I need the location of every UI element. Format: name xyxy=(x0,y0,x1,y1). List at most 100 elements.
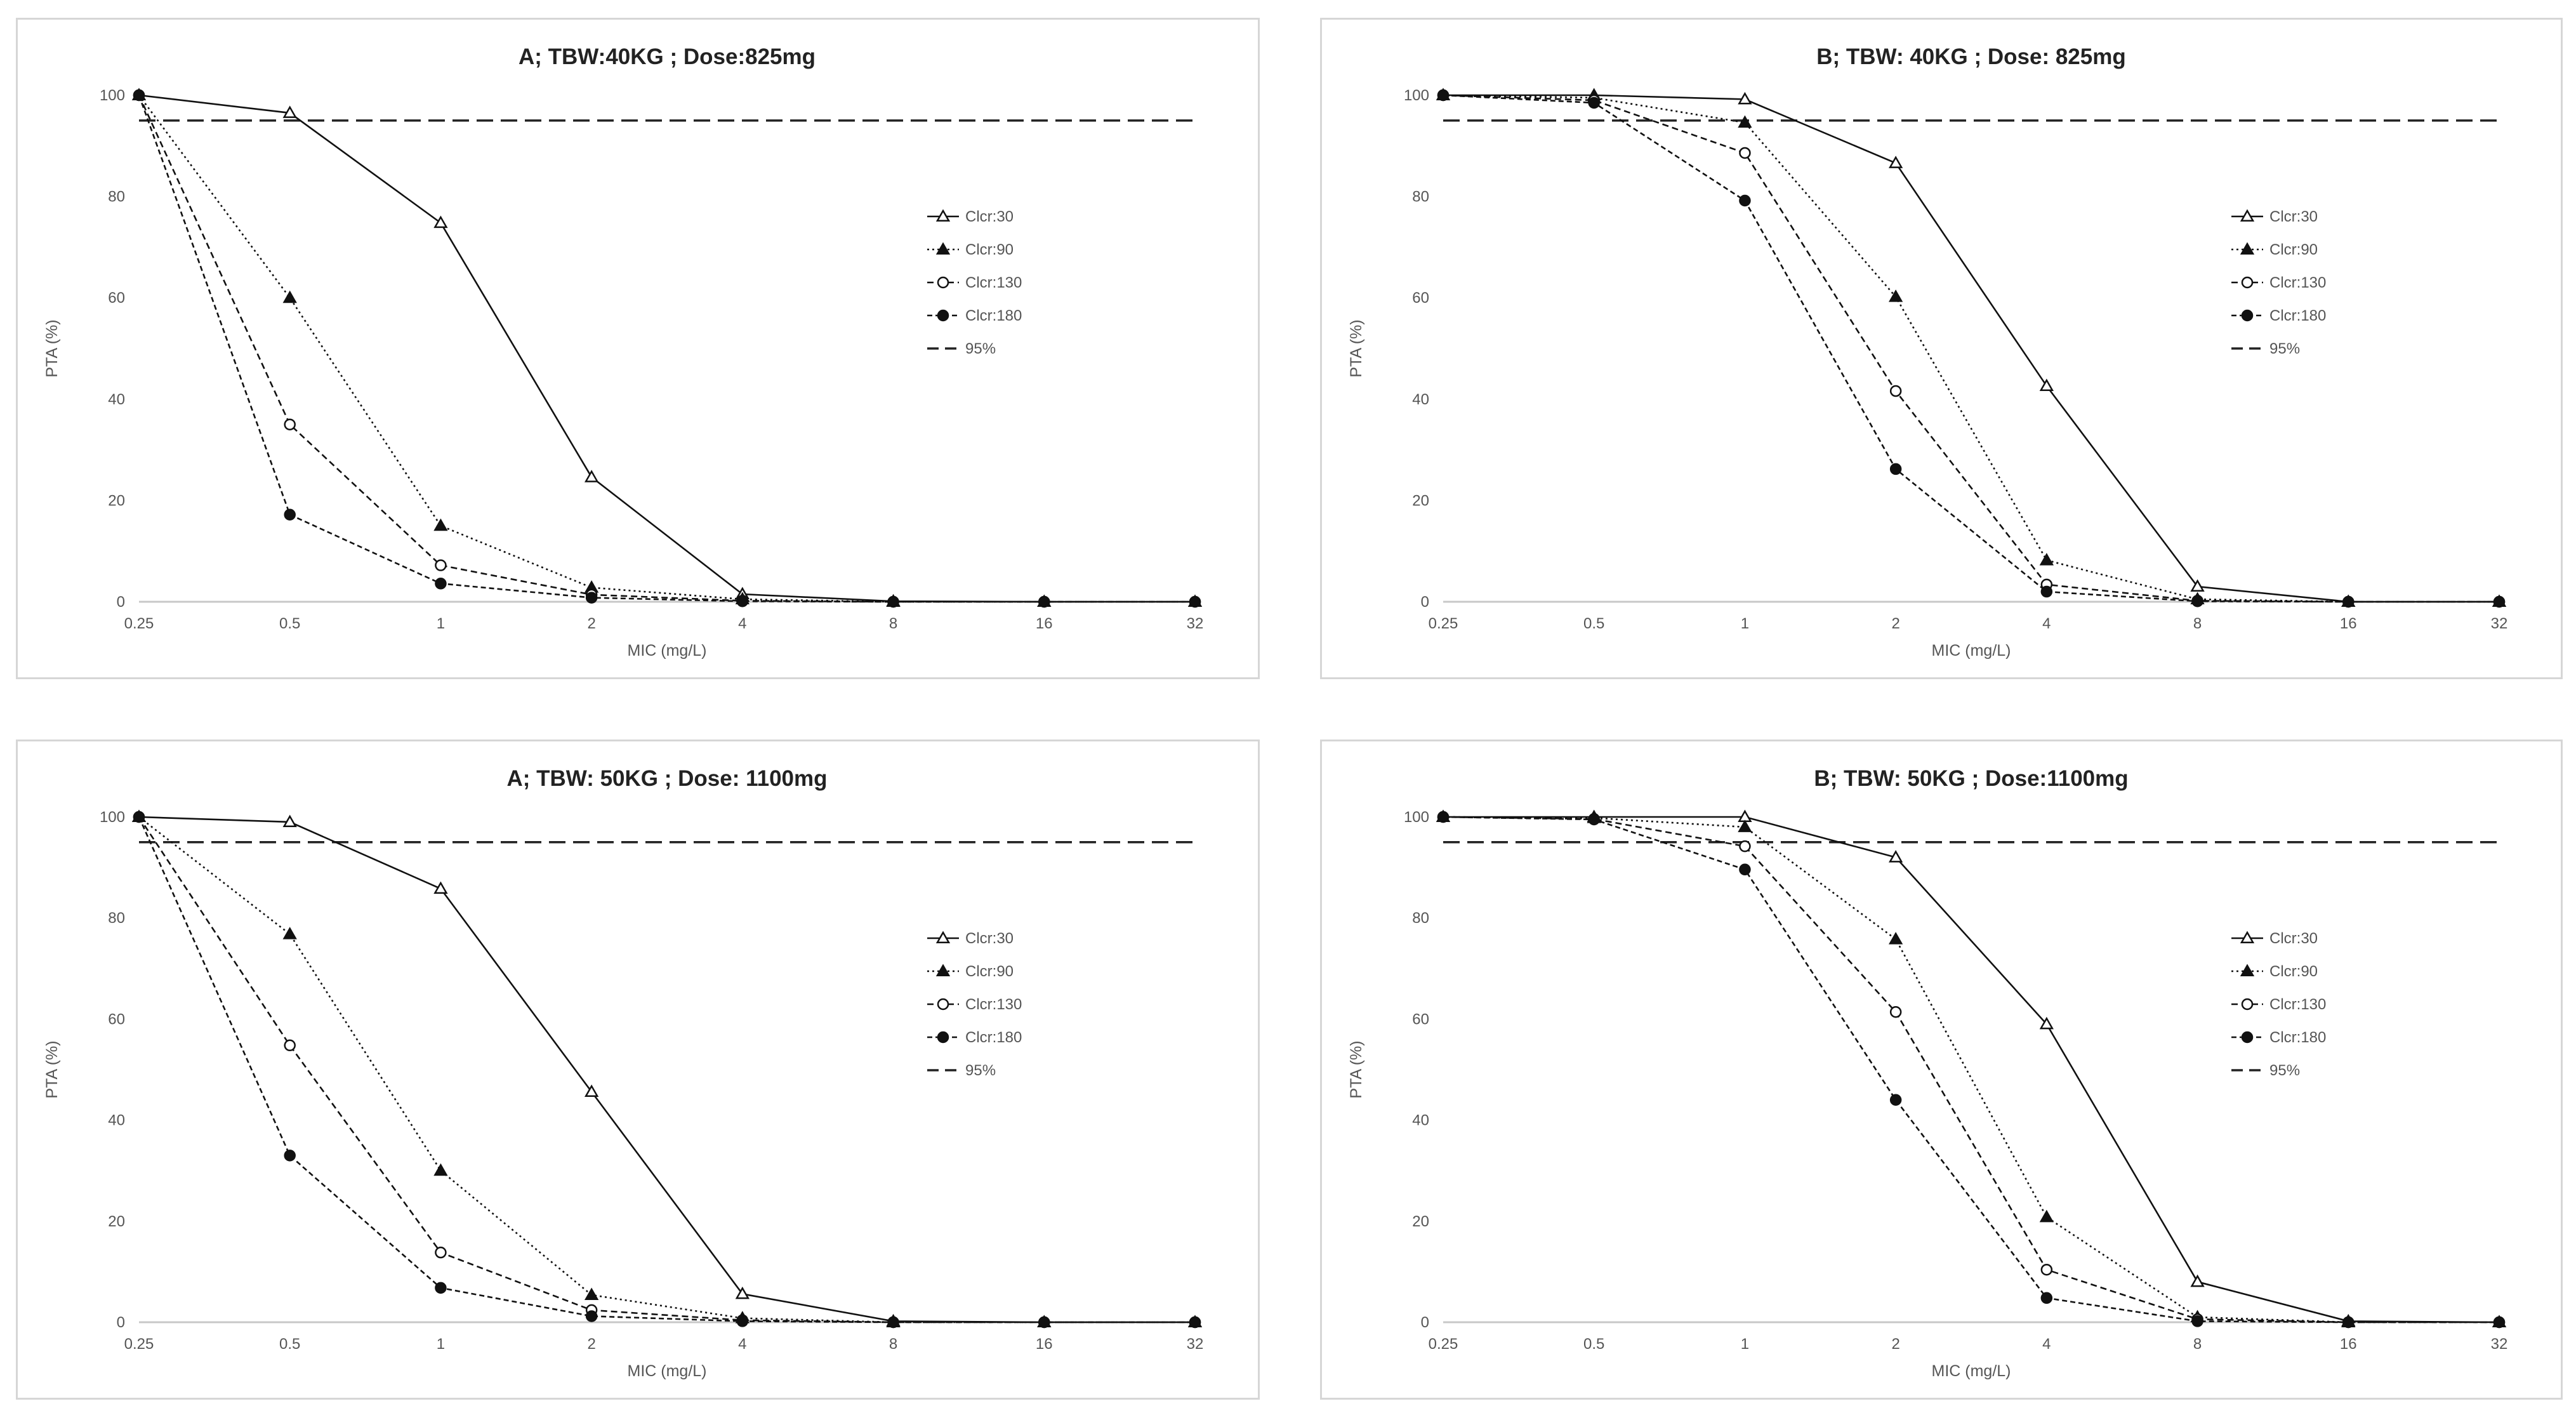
series-clcr-180 xyxy=(133,89,1201,608)
legend-label-clcr-130: Clcr:130 xyxy=(2269,996,2326,1013)
data-point-clcr-180 xyxy=(736,595,749,607)
y-tick-label: 60 xyxy=(108,1011,125,1028)
legend-marker-clcr-90 xyxy=(2240,964,2255,976)
legend-label-clcr-30: Clcr:30 xyxy=(965,208,1014,225)
y-tick-label: 80 xyxy=(1412,189,1429,206)
y-tick-label: 0 xyxy=(117,594,125,611)
data-point-clcr-30 xyxy=(2039,378,2054,392)
series-clcr-30 xyxy=(131,809,1203,1327)
chart-panel-b-50kg: B; TBW: 50KG ; Dose:1100mg 0 20 40 60 80 100 0.… xyxy=(1320,740,2563,1400)
data-point-clcr-30 xyxy=(282,814,297,827)
legend-marker-clcr-130 xyxy=(937,998,949,1011)
data-point-clcr-180 xyxy=(2493,1316,2506,1329)
data-point-clcr-130 xyxy=(435,1246,447,1259)
x-axis-title: MIC (mg/L) xyxy=(1932,642,2011,660)
x-tick-label: 8 xyxy=(889,1336,897,1353)
series-line-clcr-180 xyxy=(138,95,1195,603)
data-point-clcr-180 xyxy=(2040,1292,2053,1304)
legend-label-clcr-180: Clcr:180 xyxy=(965,1029,1022,1046)
data-point-clcr-90 xyxy=(433,518,448,531)
data-point-clcr-180 xyxy=(1889,463,1902,475)
x-tick-label: 16 xyxy=(2340,1336,2357,1353)
series-clcr-30 xyxy=(1436,809,2507,1327)
data-point-clcr-30 xyxy=(1738,91,1752,105)
legend-marker-clcr-180 xyxy=(2241,309,2254,322)
data-point-clcr-30 xyxy=(735,1286,750,1299)
legend-label-95: 95% xyxy=(2269,1062,2300,1079)
data-point-clcr-180 xyxy=(2342,1316,2355,1329)
x-tick-label: 4 xyxy=(738,1336,746,1353)
legend-label-clcr-90: Clcr:90 xyxy=(2269,241,2318,258)
legend-marker-clcr-90 xyxy=(935,964,951,976)
data-point-clcr-180 xyxy=(1889,1094,1902,1106)
x-tick-label: 0.25 xyxy=(124,1336,154,1353)
y-tick-label: 60 xyxy=(108,289,125,307)
legend-marker-clcr-180 xyxy=(937,309,949,322)
y-tick-label: 60 xyxy=(1412,289,1429,307)
data-point-clcr-180 xyxy=(2342,595,2355,608)
y-tick-label: 100 xyxy=(1404,809,1429,826)
legend-label-95: 95% xyxy=(2269,340,2300,357)
data-point-clcr-180 xyxy=(1038,1316,1050,1329)
legend-label-clcr-130: Clcr:130 xyxy=(2269,274,2326,291)
legend-label-clcr-130: Clcr:130 xyxy=(965,996,1022,1013)
data-point-clcr-130 xyxy=(284,1039,296,1052)
chart-svg: A; TBW:40KG ; Dose:825mg 0 20 40 60 80 100 0.25… xyxy=(43,44,1204,660)
legend-label-clcr-180: Clcr:180 xyxy=(2269,1029,2326,1046)
series-clcr-90 xyxy=(131,809,1203,1327)
data-point-clcr-90 xyxy=(1738,115,1752,128)
legend-label-clcr-30: Clcr:30 xyxy=(2269,930,2318,947)
data-point-clcr-180 xyxy=(585,592,598,604)
data-point-clcr-30 xyxy=(1888,156,1903,168)
data-point-clcr-90 xyxy=(584,1287,599,1301)
x-tick-label: 1 xyxy=(437,615,445,632)
x-axis-title: MIC (mg/L) xyxy=(628,1362,707,1380)
legend-label-clcr-180: Clcr:180 xyxy=(965,307,1022,324)
series-clcr-90 xyxy=(1436,88,2507,607)
data-point-clcr-180 xyxy=(1588,813,1600,826)
data-point-clcr-180 xyxy=(1739,863,1751,876)
data-point-clcr-90 xyxy=(2039,1209,2054,1223)
series-clcr-30 xyxy=(1436,88,2507,607)
data-point-clcr-180 xyxy=(1189,595,1201,608)
data-point-clcr-180 xyxy=(1038,595,1050,608)
y-tick-label: 40 xyxy=(108,391,125,408)
y-tick-label: 80 xyxy=(108,189,125,206)
legend-label-95: 95% xyxy=(965,340,996,357)
x-tick-label: 0.25 xyxy=(124,615,154,632)
y-tick-label: 0 xyxy=(117,1314,125,1331)
x-tick-label: 32 xyxy=(1187,1336,1204,1353)
y-axis-title: PTA (%) xyxy=(43,1040,61,1098)
x-tick-label: 8 xyxy=(889,615,897,632)
x-tick-label: 0.5 xyxy=(279,615,300,632)
series-line-clcr-130 xyxy=(1443,816,2499,1323)
x-tick-label: 32 xyxy=(1187,615,1204,632)
data-point-clcr-180 xyxy=(2040,585,2053,598)
x-tick-label: 8 xyxy=(2193,615,2202,632)
x-axis-title: MIC (mg/L) xyxy=(628,642,707,660)
data-point-clcr-30 xyxy=(2039,1016,2054,1030)
y-tick-label: 0 xyxy=(1421,1314,1429,1331)
series-line-clcr-180 xyxy=(1443,94,2499,603)
legend-marker-clcr-180 xyxy=(2241,1031,2254,1044)
x-tick-label: 1 xyxy=(1741,615,1749,632)
y-tick-label: 80 xyxy=(108,910,125,927)
data-point-clcr-90 xyxy=(282,927,297,939)
series-clcr-130 xyxy=(133,89,1201,608)
series-line-clcr-90 xyxy=(1443,94,2499,603)
x-axis-title: MIC (mg/L) xyxy=(1932,1362,2011,1380)
x-tick-label: 4 xyxy=(2042,615,2051,632)
series-clcr-30 xyxy=(131,88,1203,607)
data-point-clcr-180 xyxy=(2191,1315,2203,1327)
legend-label-clcr-90: Clcr:90 xyxy=(965,241,1014,258)
data-point-clcr-30 xyxy=(584,1084,599,1098)
data-point-clcr-180 xyxy=(284,508,296,521)
series-clcr-180 xyxy=(1437,89,2506,608)
x-tick-label: 2 xyxy=(587,1336,595,1353)
data-point-clcr-130 xyxy=(1739,147,1751,159)
x-tick-label: 4 xyxy=(738,615,746,632)
series-clcr-90 xyxy=(131,88,1203,607)
data-point-clcr-130 xyxy=(2040,1263,2053,1276)
series-line-clcr-130 xyxy=(1443,94,2499,603)
series-line-clcr-180 xyxy=(1443,816,2499,1323)
